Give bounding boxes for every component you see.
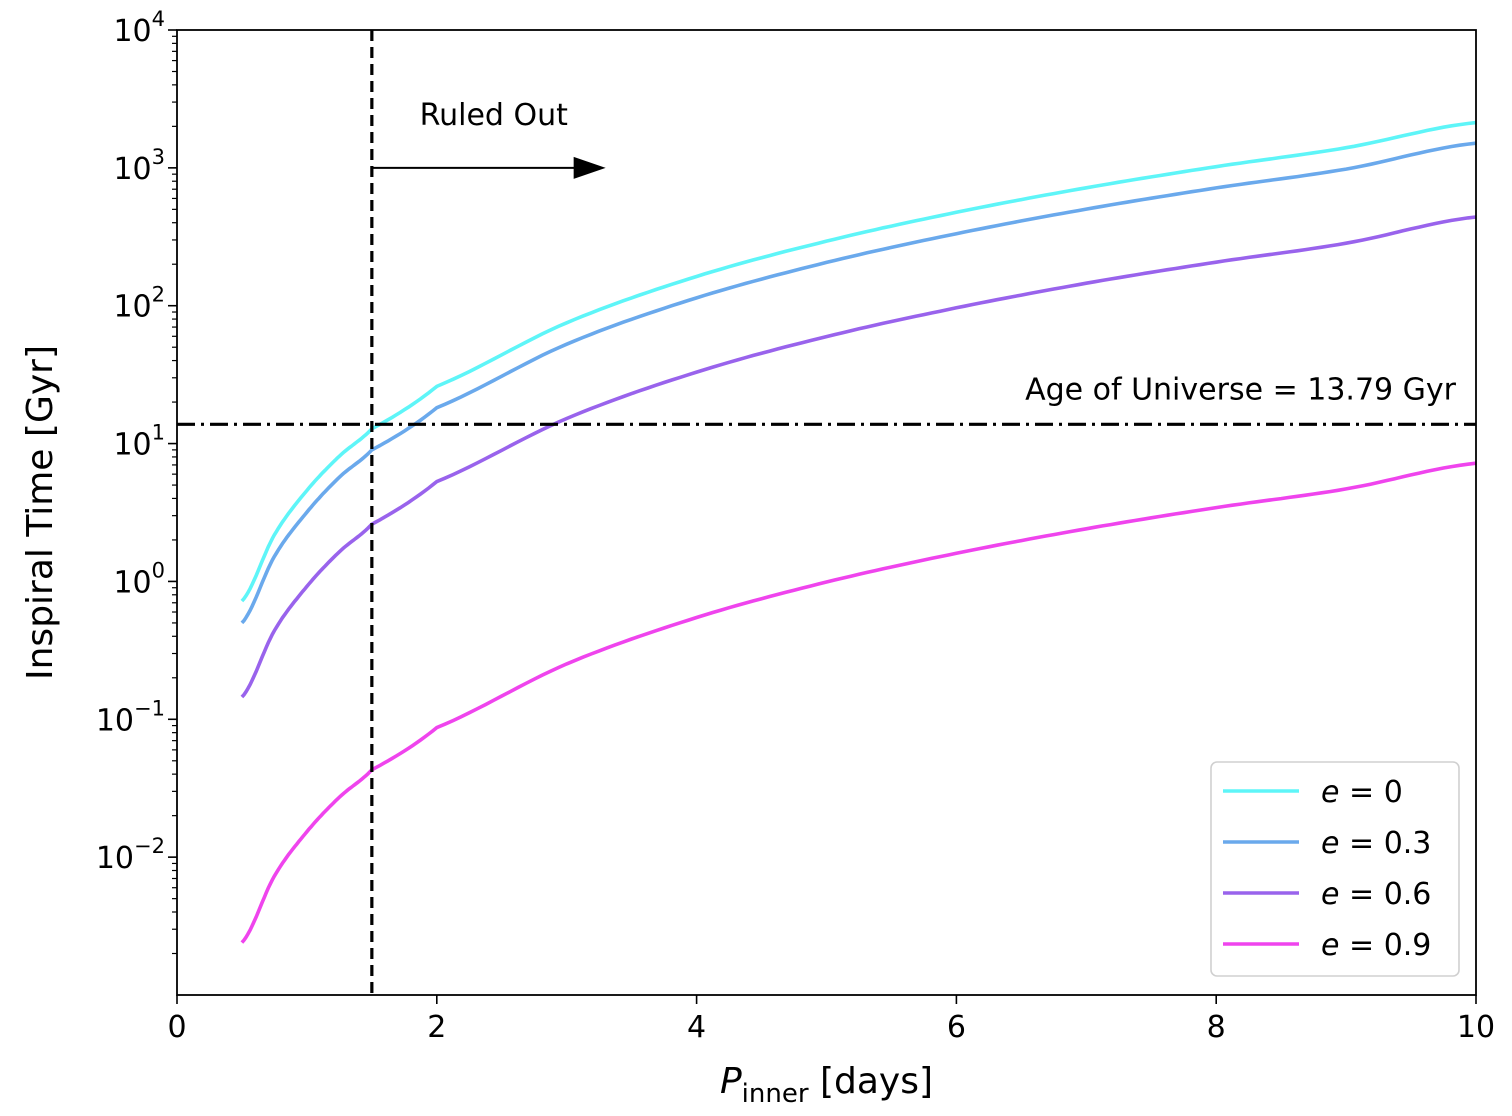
- y-tick-base: 10: [113, 565, 151, 600]
- y-tick-base: 10: [113, 14, 151, 49]
- arrow-head: [573, 156, 606, 179]
- x-tick-label: 8: [1207, 1010, 1226, 1045]
- legend-variable: e: [1321, 928, 1339, 963]
- reference-lines: [177, 30, 1476, 995]
- y-tick-label: 103: [113, 145, 165, 187]
- legend-entry: e = 0.3: [1321, 826, 1431, 861]
- y-tick-exponent: 3: [152, 145, 165, 169]
- legend-entry: e = 0: [1321, 775, 1403, 810]
- x-axis-label: Pinner [days]: [720, 1061, 933, 1109]
- y-tick-label: 10−1: [96, 696, 165, 738]
- y-tick-exponent: 0: [152, 558, 165, 582]
- x-axis-ticks: 0 2 4 6 8 10: [167, 995, 1495, 1045]
- y-tick-exponent: −1: [134, 696, 165, 720]
- legend-entry: e = 0.6: [1321, 877, 1431, 912]
- legend-entry: e = 0.9: [1321, 928, 1431, 963]
- series-line-2: [240, 215, 1477, 699]
- y-tick-base: 10: [96, 841, 134, 876]
- y-tick-base: 10: [96, 703, 134, 738]
- series-lines: [240, 120, 1477, 944]
- y-tick-exponent: −2: [134, 834, 165, 858]
- legend-value: 0.3: [1384, 826, 1432, 861]
- legend-value: 0.6: [1384, 877, 1432, 912]
- y-tick-base: 10: [113, 290, 151, 325]
- legend-variable: e: [1321, 775, 1339, 810]
- legend-value: 0: [1384, 775, 1403, 810]
- y-tick-label: 101: [113, 421, 165, 463]
- x-axis-label-subscript: inner: [742, 1079, 809, 1109]
- y-tick-exponent: 1: [152, 421, 165, 445]
- age-of-universe-label: Age of Universe = 13.79 Gyr: [1025, 372, 1457, 407]
- legend-equals: =: [1339, 928, 1383, 963]
- y-tick-exponent: 2: [152, 283, 165, 307]
- series-line-3: [240, 461, 1477, 944]
- x-axis-label-unit: [days]: [809, 1061, 934, 1102]
- ruled-out-arrow: [371, 156, 606, 179]
- legend-variable: e: [1321, 877, 1339, 912]
- y-tick-label: 100: [113, 558, 165, 600]
- series-line-1: [240, 141, 1477, 625]
- x-tick-label: 10: [1457, 1010, 1495, 1045]
- legend-variable: e: [1321, 826, 1339, 861]
- x-tick-label: 4: [687, 1010, 706, 1045]
- y-tick-label: 102: [113, 283, 165, 325]
- legend: e = 0e = 0.3e = 0.6e = 0.9: [1210, 761, 1460, 977]
- x-tick-label: 2: [427, 1010, 446, 1045]
- legend-value: 0.9: [1384, 928, 1432, 963]
- x-axis-label-var: P: [720, 1061, 742, 1102]
- x-tick-label: 0: [167, 1010, 186, 1045]
- ruled-out-label: Ruled Out: [420, 98, 569, 133]
- y-axis-label: Inspiral Time [Gyr]: [20, 345, 61, 680]
- y-tick-exponent: 4: [152, 7, 165, 31]
- y-tick-label: 104: [113, 7, 165, 49]
- plot-frame: [176, 29, 1477, 996]
- legend-equals: =: [1339, 877, 1383, 912]
- y-tick-base: 10: [113, 428, 151, 463]
- legend-box: [1210, 761, 1460, 977]
- legend-equals: =: [1339, 775, 1383, 810]
- y-tick-base: 10: [113, 152, 151, 187]
- y-tick-label: 10−2: [96, 834, 165, 876]
- legend-equals: =: [1339, 826, 1383, 861]
- x-tick-label: 6: [947, 1010, 966, 1045]
- series-line-0: [240, 120, 1477, 603]
